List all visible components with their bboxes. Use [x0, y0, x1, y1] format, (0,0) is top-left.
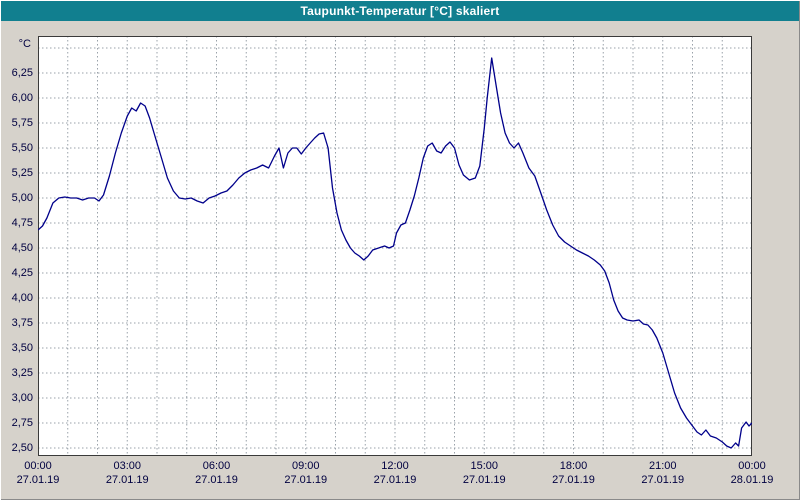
- x-tick-time: 06:00: [202, 460, 231, 472]
- title-bar: Taupunkt-Temperatur [°C] skaliert: [1, 1, 799, 21]
- x-tick-label: 03:00 27.01.19: [93, 459, 161, 487]
- y-tick-label: 3,75: [11, 317, 33, 329]
- y-tick-label: 4,00: [11, 292, 33, 304]
- y-tick-label: 6,25: [11, 67, 33, 79]
- y-axis-unit-label: °C: [18, 38, 31, 50]
- x-tick-label: 00:00 28.01.19: [718, 459, 786, 487]
- x-tick-label: 00:00 27.01.19: [4, 459, 72, 487]
- x-tick-time: 00:00: [738, 460, 766, 472]
- y-tick-label: 5,00: [11, 192, 33, 204]
- y-tick-label: 5,75: [11, 117, 33, 129]
- y-tick-label: 6,00: [11, 92, 33, 104]
- x-tick-label: 18:00 27.01.19: [540, 459, 608, 487]
- series-line: [38, 57, 752, 449]
- x-tick-date: 28.01.19: [730, 474, 774, 486]
- y-tick-label: 2,75: [11, 417, 33, 429]
- x-tick-label: 21:00 27.01.19: [629, 459, 697, 487]
- x-tick-label: 12:00 27.01.19: [361, 459, 429, 487]
- y-tick-label: 4,50: [11, 242, 33, 254]
- y-tick-label: 3,00: [11, 392, 33, 404]
- x-tick-label: 06:00 27.01.19: [183, 459, 251, 487]
- x-tick-time: 09:00: [291, 460, 320, 472]
- x-tick-label: 09:00 27.01.19: [272, 459, 340, 487]
- chart-title: Taupunkt-Temperatur [°C] skaliert: [300, 4, 500, 18]
- x-tick-time: 21:00: [648, 460, 677, 472]
- x-tick-time: 03:00: [113, 460, 142, 472]
- plot-border: [38, 36, 752, 456]
- y-tick-label: 3,25: [11, 367, 33, 379]
- x-tick-date: 27.01.19: [105, 474, 149, 486]
- x-tick-time: 18:00: [559, 460, 588, 472]
- x-tick-label: 15:00 27.01.19: [450, 459, 518, 487]
- x-tick-date: 27.01.19: [195, 474, 238, 486]
- x-tick-date: 27.01.19: [284, 474, 328, 486]
- y-tick-label: 5,25: [11, 167, 33, 179]
- y-tick-label: 4,25: [11, 267, 33, 279]
- x-tick-date: 27.01.19: [16, 474, 60, 486]
- x-tick-date: 27.01.19: [462, 474, 506, 486]
- y-tick-label: 2,50: [11, 442, 33, 454]
- y-tick-label: 5,50: [11, 142, 33, 154]
- y-tick-label: 3,50: [11, 342, 33, 354]
- x-tick-time: 15:00: [470, 460, 499, 472]
- x-tick-date: 27.01.19: [641, 474, 685, 486]
- plot-svg: [38, 36, 752, 456]
- x-tick-date: 27.01.19: [552, 474, 595, 486]
- y-tick-label: 4,75: [11, 217, 33, 229]
- x-tick-time: 00:00: [24, 460, 52, 472]
- x-tick-date: 27.01.19: [373, 474, 417, 486]
- x-tick-time: 12:00: [381, 460, 409, 472]
